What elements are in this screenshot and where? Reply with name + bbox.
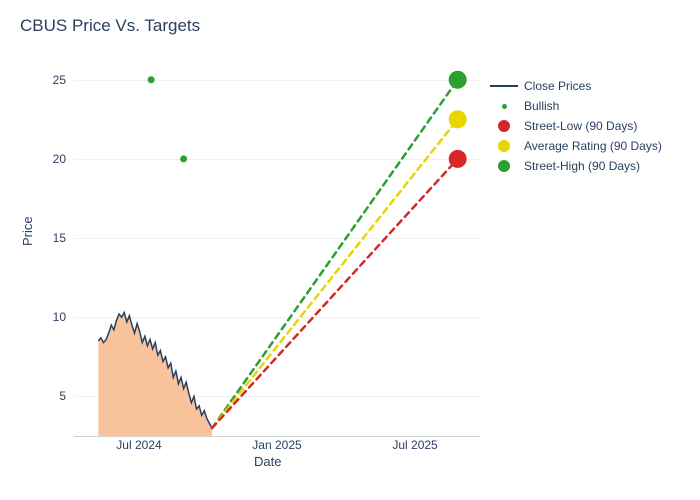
legend-item: Street-High (90 Days) bbox=[490, 156, 662, 176]
x-axis-label: Date bbox=[254, 454, 281, 469]
plot-svg bbox=[74, 56, 480, 436]
legend-label: Street-High (90 Days) bbox=[524, 159, 640, 173]
legend-swatch bbox=[490, 99, 518, 113]
legend-swatch bbox=[490, 159, 518, 173]
legend: Close Prices Bullish Street-Low (90 Days) A… bbox=[490, 76, 662, 176]
y-tick: 10 bbox=[36, 310, 66, 324]
legend-swatch bbox=[490, 119, 518, 133]
y-tick: 15 bbox=[36, 231, 66, 245]
legend-label: Average Rating (90 Days) bbox=[524, 139, 662, 153]
target-marker bbox=[449, 150, 467, 168]
legend-label: Close Prices bbox=[524, 79, 591, 93]
target-marker bbox=[449, 71, 467, 89]
x-tick: Jul 2024 bbox=[116, 438, 161, 452]
target-marker bbox=[449, 110, 467, 128]
legend-label: Street-Low (90 Days) bbox=[524, 119, 637, 133]
legend-swatch bbox=[490, 139, 518, 153]
chart-title: CBUS Price Vs. Targets bbox=[20, 16, 200, 36]
y-tick: 5 bbox=[36, 389, 66, 403]
legend-item: Close Prices bbox=[490, 76, 662, 96]
legend-item: Bullish bbox=[490, 96, 662, 116]
target-line bbox=[212, 159, 458, 428]
close-price-area bbox=[98, 313, 212, 437]
plot-area bbox=[74, 56, 480, 436]
legend-item: Street-Low (90 Days) bbox=[490, 116, 662, 136]
x-tick: Jan 2025 bbox=[252, 438, 301, 452]
y-tick: 25 bbox=[36, 73, 66, 87]
y-axis-label: Price bbox=[20, 216, 35, 246]
x-axis-line bbox=[74, 436, 480, 437]
legend-swatch bbox=[490, 79, 518, 93]
legend-label: Bullish bbox=[524, 99, 559, 113]
y-tick: 20 bbox=[36, 152, 66, 166]
bullish-point bbox=[180, 155, 187, 162]
target-line bbox=[212, 80, 458, 428]
bullish-point bbox=[148, 76, 155, 83]
target-line bbox=[212, 119, 458, 428]
x-tick: Jul 2025 bbox=[392, 438, 437, 452]
legend-item: Average Rating (90 Days) bbox=[490, 136, 662, 156]
